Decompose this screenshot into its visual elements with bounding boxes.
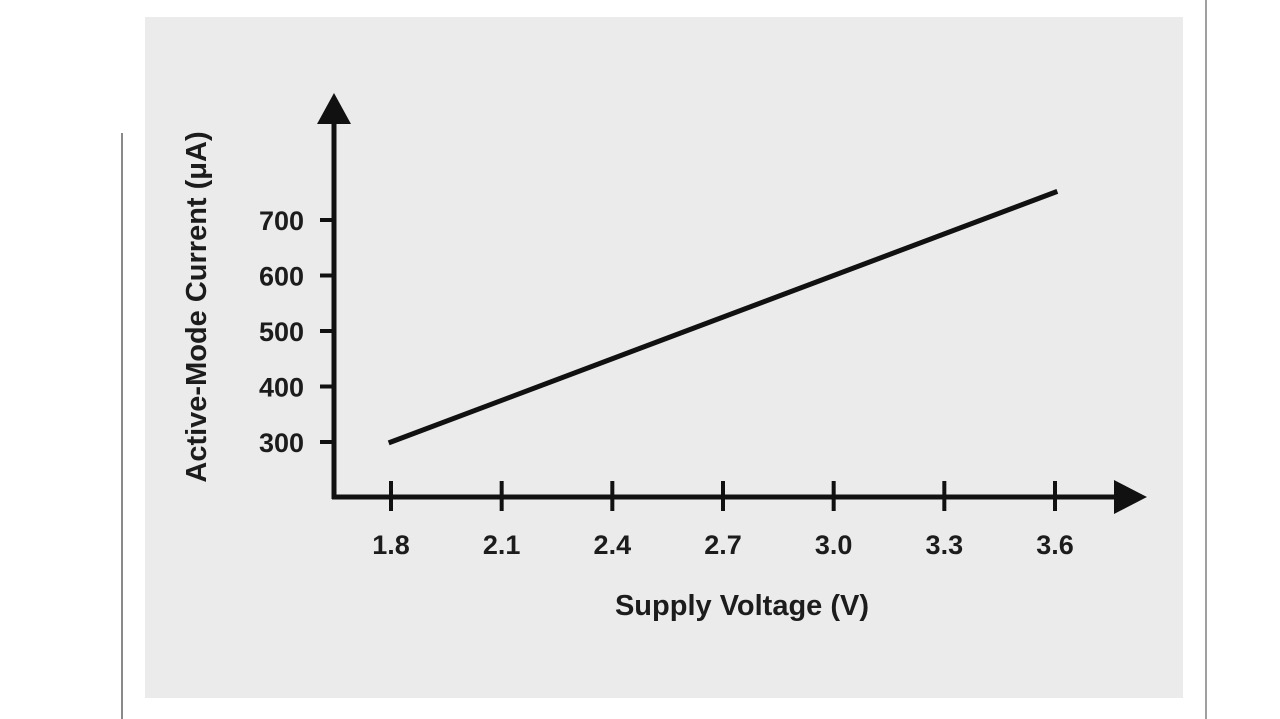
x-tick-label: 2.1 bbox=[483, 530, 521, 560]
x-tick-label: 3.6 bbox=[1036, 530, 1074, 560]
y-tick-label: 700 bbox=[259, 206, 304, 236]
x-tick-label: 2.7 bbox=[704, 530, 742, 560]
x-tick-label: 3.0 bbox=[815, 530, 853, 560]
left-border-line bbox=[121, 133, 123, 719]
series-layer bbox=[387, 189, 1059, 446]
y-ticks: 300 400 500 600 700 bbox=[259, 206, 334, 458]
x-axis-title: Supply Voltage (V) bbox=[615, 590, 869, 622]
x-ticks: 1.8 2.1 2.4 2.7 3.0 3.3 3.6 bbox=[372, 481, 1074, 560]
y-tick-label: 300 bbox=[259, 428, 304, 458]
right-border-line bbox=[1205, 0, 1207, 719]
y-axis-title: Active-Mode Current (μA) bbox=[181, 131, 213, 482]
y-tick-label: 500 bbox=[259, 317, 304, 347]
y-axis-arrowhead bbox=[317, 93, 351, 124]
x-tick-label: 1.8 bbox=[372, 530, 410, 560]
chart-panel bbox=[145, 17, 1183, 698]
y-tick-label: 600 bbox=[259, 262, 304, 292]
x-tick-label: 3.3 bbox=[926, 530, 964, 560]
x-axis-arrowhead bbox=[1114, 480, 1147, 514]
x-tick-label: 2.4 bbox=[594, 530, 632, 560]
axes bbox=[317, 93, 1147, 514]
y-tick-label: 400 bbox=[259, 373, 304, 403]
series-line-0 bbox=[387, 189, 1059, 446]
